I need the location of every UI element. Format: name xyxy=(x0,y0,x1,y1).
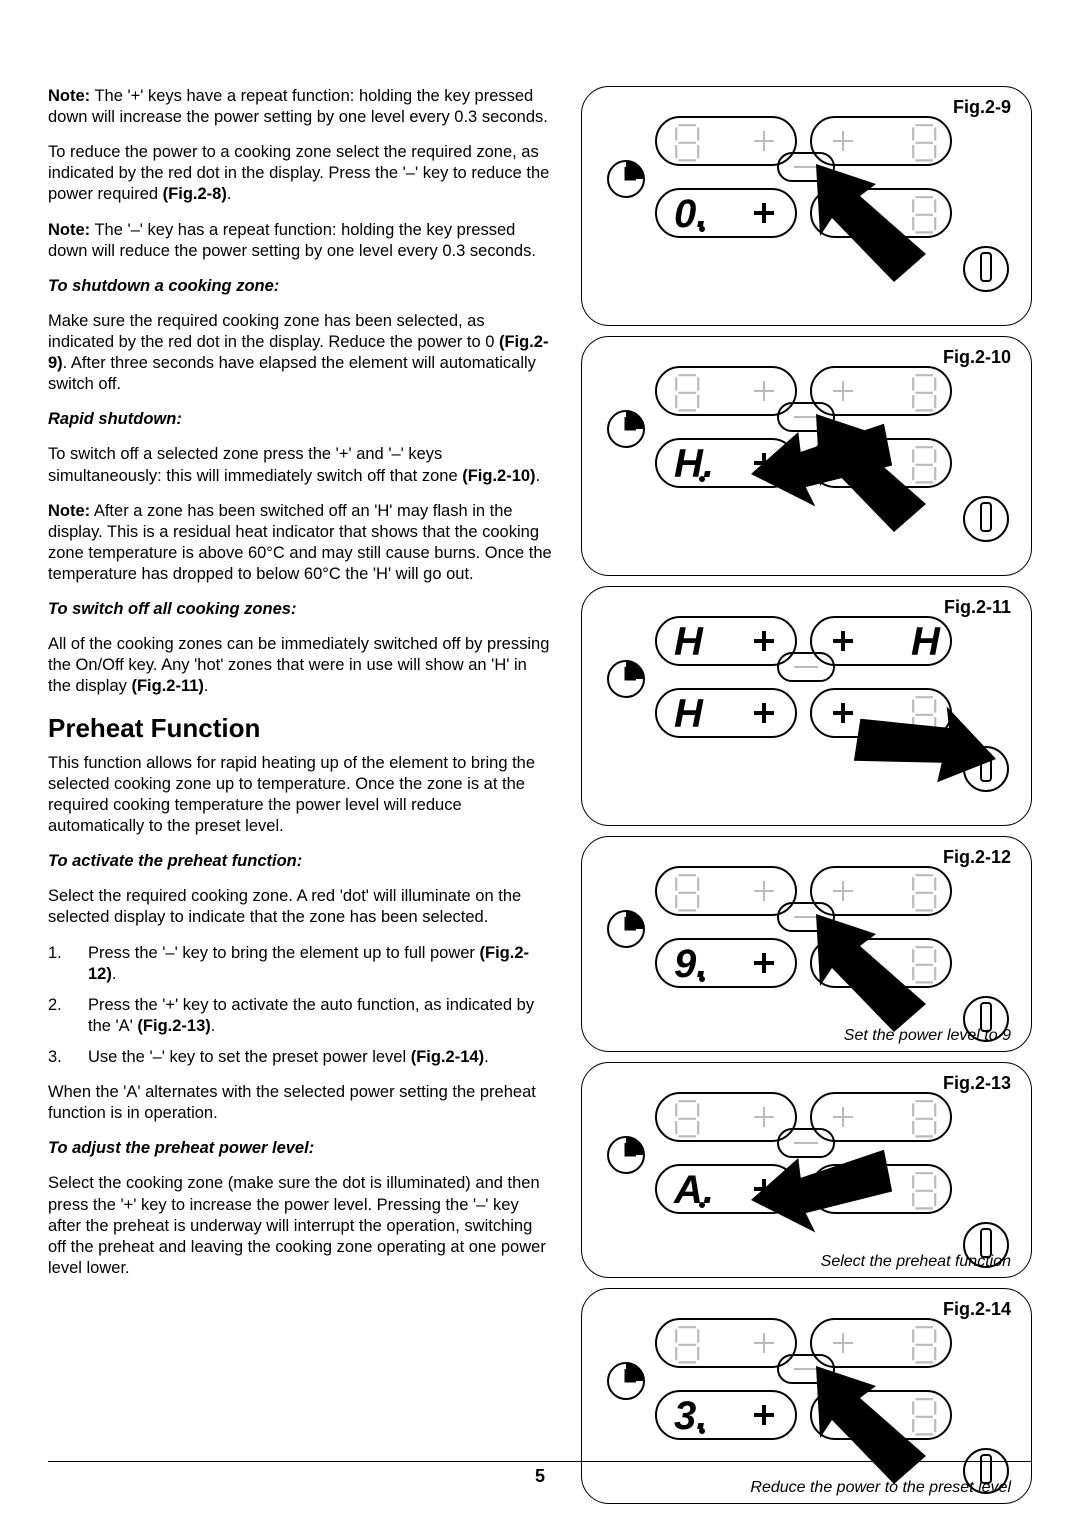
p-alloff: All of the cooking zones can be immediat… xyxy=(48,634,553,697)
sub-adjust: To adjust the preheat power level: xyxy=(48,1138,553,1159)
text-column: Note: The '+' keys have a repeat functio… xyxy=(48,86,553,1504)
fig-2-13: Fig.2-13Select the preheat functionA. xyxy=(581,1062,1032,1278)
control-panel-svg: 9. xyxy=(596,859,1026,1049)
sub-activate: To activate the preheat function: xyxy=(48,851,553,872)
page-number: 5 xyxy=(535,1466,545,1486)
svg-text:H.: H. xyxy=(674,442,714,486)
control-panel-svg: H. xyxy=(596,359,1026,549)
p-adjust: Select the cooking zone (make sure the d… xyxy=(48,1173,553,1279)
p-alternate: When the 'A' alternates with the selecte… xyxy=(48,1082,553,1124)
svg-text:A.: A. xyxy=(673,1168,714,1212)
figures-column: Fig.2-90. Fig.2-10H. Fig.2-11HHH Fig.2-1… xyxy=(581,86,1032,1504)
control-panel-svg: A. xyxy=(596,1085,1026,1275)
sub-shutdown: To shutdown a cooking zone: xyxy=(48,276,553,297)
control-panel-svg: HHH xyxy=(596,609,1026,799)
note-plus: Note: The '+' keys have a repeat functio… xyxy=(48,86,553,128)
sub-alloff: To switch off all cooking zones: xyxy=(48,599,553,620)
note-minus: Note: The '–' key has a repeat function:… xyxy=(48,220,553,262)
svg-text:H: H xyxy=(911,620,941,664)
steps-list: 1.Press the '–' key to bring the element… xyxy=(48,943,553,1069)
note-h: Note: After a zone has been switched off… xyxy=(48,501,553,585)
p-select-zone: Select the required cooking zone. A red … xyxy=(48,886,553,928)
reduce-power: To reduce the power to a cooking zone se… xyxy=(48,142,553,205)
p-shutdown: Make sure the required cooking zone has … xyxy=(48,311,553,395)
svg-text:H: H xyxy=(674,620,704,664)
page-footer: 5 xyxy=(48,1461,1032,1487)
sub-rapid: Rapid shutdown: xyxy=(48,409,553,430)
fig-2-10: Fig.2-10H. xyxy=(581,336,1032,576)
p-rapid: To switch off a selected zone press the … xyxy=(48,444,553,486)
svg-text:H: H xyxy=(674,692,704,736)
fig-2-11: Fig.2-11HHH xyxy=(581,586,1032,826)
fig-2-12: Fig.2-12Set the power level to 99. xyxy=(581,836,1032,1052)
fig-2-9: Fig.2-90. xyxy=(581,86,1032,326)
control-panel-svg: 0. xyxy=(596,109,1026,299)
heading-preheat: Preheat Function xyxy=(48,712,553,745)
p-preheat-intro: This function allows for rapid heating u… xyxy=(48,753,553,837)
